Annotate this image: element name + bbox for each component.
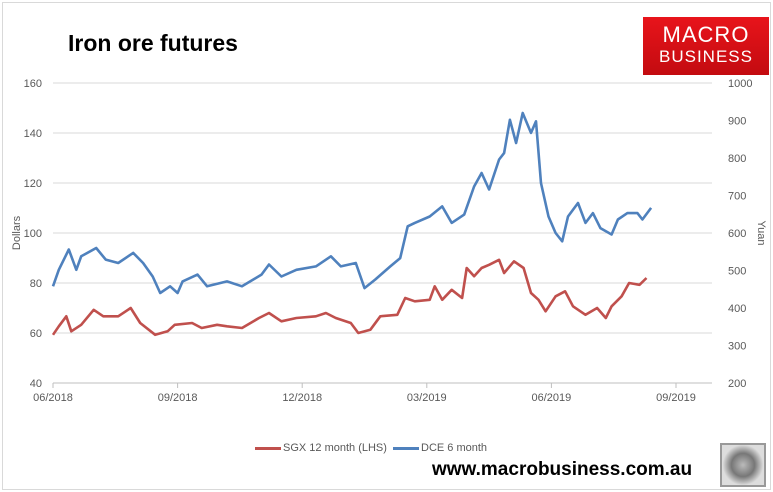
y2-tick-label: 400 [728, 303, 746, 315]
y2-tick-label: 200 [728, 378, 746, 390]
legend-label-sgx: SGX 12 month (LHS) [283, 442, 387, 454]
y2-tick-label: 600 [728, 228, 746, 240]
y-tick-label: 60 [30, 328, 42, 340]
legend-label-dce: DCE 6 month [421, 442, 488, 454]
y-tick-label: 140 [24, 128, 42, 140]
x-tick-label: 09/2019 [656, 392, 696, 404]
x-tick-label: 06/2018 [33, 392, 73, 404]
series-line-sgx [51, 258, 648, 337]
chart-title: Iron ore futures [68, 30, 238, 56]
x-tick-label: 12/2018 [282, 392, 322, 404]
y2-tick-label: 800 [728, 153, 746, 165]
logo-line2: BUSINESS [659, 47, 753, 66]
y2-tick-label: 1000 [728, 78, 752, 90]
x-tick-label: 06/2019 [532, 392, 572, 404]
y-tick-label: 100 [24, 228, 42, 240]
legend-item-dce: DCE 6 month [393, 442, 487, 454]
y-tick-label: 120 [24, 178, 42, 190]
x-tick-label: 09/2018 [158, 392, 198, 404]
series-line-dce [51, 111, 653, 295]
y2-tick-label: 900 [728, 116, 746, 128]
y-axis-title: Dollars [11, 215, 23, 250]
y-tick-label: 160 [24, 78, 42, 90]
legend-swatch-dce [393, 446, 419, 450]
wolf-logo-icon [720, 443, 766, 487]
website-url: www.macrobusiness.com.au [432, 459, 693, 480]
y-tick-label: 40 [30, 378, 42, 390]
y2-tick-label: 500 [728, 266, 746, 278]
logo-line1: MACRO [662, 22, 750, 47]
y2-tick-label: 700 [728, 191, 746, 203]
legend-item-sgx: SGX 12 month (LHS) [255, 442, 387, 454]
y-tick-label: 80 [30, 278, 42, 290]
y2-axis-title: Yuan [755, 220, 767, 245]
legend-swatch-sgx [255, 446, 281, 450]
y2-tick-label: 300 [728, 341, 746, 353]
x-tick-label: 03/2019 [407, 392, 447, 404]
macrobusiness-logo: MACRO BUSINESS [643, 17, 769, 75]
